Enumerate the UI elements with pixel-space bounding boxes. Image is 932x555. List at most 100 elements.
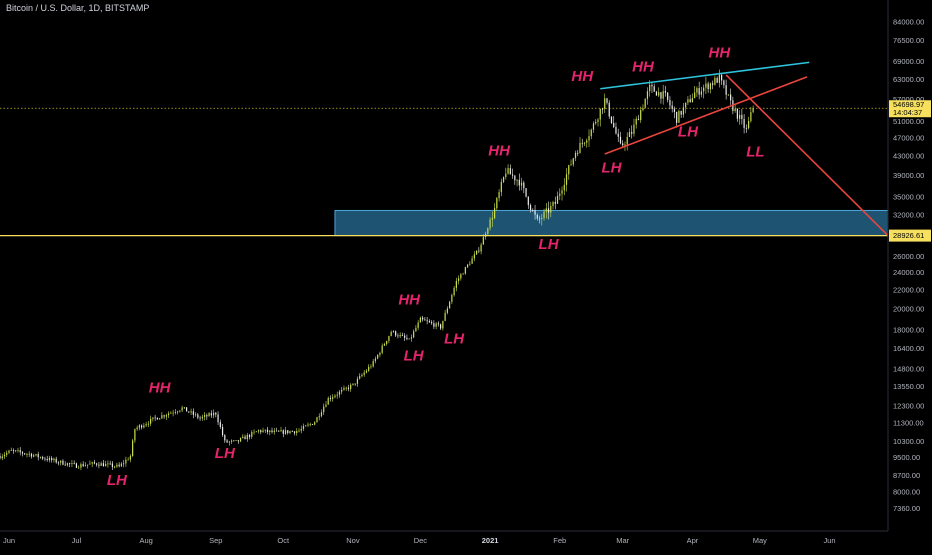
candle-body — [745, 127, 747, 129]
candle-body — [395, 331, 397, 336]
candle-body — [239, 438, 242, 442]
candle-body — [505, 173, 507, 178]
candle-body — [626, 136, 628, 145]
candle-body — [413, 331, 415, 338]
candle-body — [291, 431, 293, 432]
candle-body — [345, 387, 347, 389]
candle-body — [547, 208, 550, 213]
candle-body — [134, 429, 136, 441]
candle-body — [529, 205, 532, 210]
candle-body — [467, 264, 469, 268]
support-zone[interactable] — [334, 209, 889, 237]
candle-body — [500, 181, 502, 193]
price-tick-label: 57000.00 — [893, 95, 924, 104]
candle-body — [53, 458, 55, 461]
annotation-lh: LH — [444, 330, 465, 347]
candle-body — [401, 335, 404, 336]
price-tick-label: 7360.00 — [893, 504, 920, 513]
annotation-hh: HH — [149, 380, 172, 397]
candle-body — [493, 208, 496, 219]
candle-body — [707, 83, 709, 90]
candle-body — [329, 397, 332, 399]
candle-body — [730, 94, 732, 101]
candle-body — [588, 136, 590, 141]
candle-body — [748, 121, 750, 129]
candle-body — [210, 413, 212, 416]
candle-body — [336, 394, 338, 396]
candle-body — [565, 174, 568, 185]
candle-body — [408, 338, 410, 340]
candle-body — [28, 453, 30, 455]
candle-body — [30, 453, 33, 457]
candle-body — [676, 111, 678, 123]
candle-body — [208, 413, 210, 417]
support-level-value: 28926.61 — [893, 231, 924, 240]
candle-body — [305, 425, 307, 427]
candle-body — [15, 450, 17, 452]
candle-body — [334, 395, 336, 398]
candle-body — [320, 412, 323, 417]
candle-body — [253, 431, 255, 433]
candle-body — [422, 317, 424, 320]
candle-body — [246, 434, 248, 440]
candle-body — [386, 340, 388, 344]
candle-body — [406, 337, 408, 340]
candle-body — [716, 78, 718, 83]
candle-body — [87, 464, 89, 466]
price-axis-panel[interactable] — [888, 0, 932, 550]
price-tick-label: 18000.00 — [893, 325, 924, 334]
candle-body — [383, 343, 386, 346]
candle-body — [314, 422, 316, 425]
candle-body — [415, 327, 417, 332]
candle-body — [410, 337, 413, 339]
candle-body — [302, 426, 305, 429]
candle-body — [107, 463, 109, 465]
candle-body — [327, 397, 329, 405]
price-tick-label: 13550.00 — [893, 382, 924, 391]
candle-body — [507, 168, 509, 174]
candle-body — [556, 195, 559, 204]
candle-body — [619, 136, 622, 144]
candle-body — [669, 99, 671, 106]
candle-body — [48, 457, 51, 461]
candle-body — [179, 410, 181, 412]
time-tick-label: Sep — [209, 536, 222, 545]
candle-body — [377, 354, 379, 359]
candle-body — [356, 378, 359, 384]
time-tick-label: Apr — [687, 536, 699, 545]
price-tick-label: 10300.00 — [893, 437, 924, 446]
candle-body — [44, 458, 46, 460]
time-tick-label: Jun — [824, 536, 836, 545]
candle-body — [181, 407, 183, 411]
candle-body — [71, 463, 73, 464]
annotation-lh: LH — [215, 445, 236, 462]
candle-body — [721, 74, 723, 81]
candle-body — [541, 217, 543, 220]
candle-body — [617, 133, 619, 137]
candle-body — [462, 273, 464, 275]
candle-body — [24, 453, 26, 455]
trendline-projection[interactable] — [725, 74, 889, 237]
candle-body — [35, 454, 37, 456]
price-tick-label: 12300.00 — [893, 402, 924, 411]
price-tick-label: 22000.00 — [893, 285, 924, 294]
trendline-upper[interactable] — [600, 61, 810, 90]
candle-body — [177, 411, 179, 413]
candle-body — [581, 142, 583, 144]
candle-body — [0, 456, 1, 459]
candle-body — [595, 121, 597, 124]
price-tick-label: 84000.00 — [893, 17, 924, 26]
candle-body — [680, 110, 682, 115]
candle-body — [78, 467, 80, 469]
candle-body — [440, 324, 442, 329]
candle-body — [19, 450, 21, 453]
time-axis-panel[interactable] — [0, 531, 932, 550]
candle-body — [482, 237, 484, 245]
candle-body — [514, 175, 516, 181]
trendline-lower[interactable] — [604, 76, 808, 155]
candle-body — [354, 383, 356, 385]
price-tick-label: 35000.00 — [893, 192, 924, 201]
candle-body — [80, 464, 82, 468]
